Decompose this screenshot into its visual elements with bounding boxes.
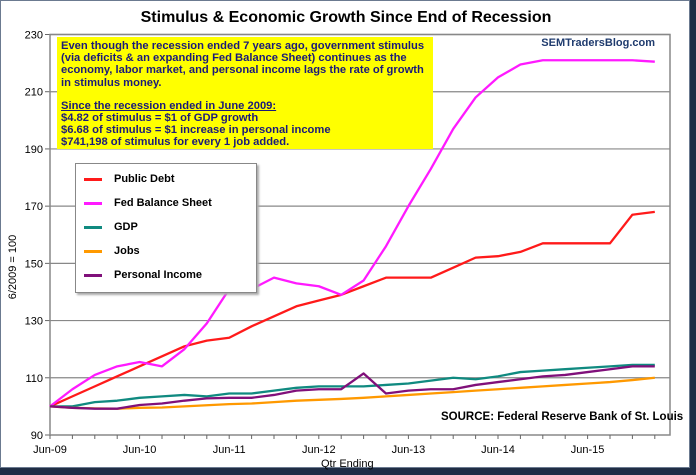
y-tick-label: 90 xyxy=(31,430,43,442)
legend-swatch xyxy=(84,225,102,229)
y-tick-label: 150 xyxy=(25,258,43,270)
legend-label: GDP xyxy=(114,221,138,233)
annotation-heading: Since the recession ended in June 2009: xyxy=(61,99,277,112)
y-tick-label: 170 xyxy=(25,201,43,213)
y-tick-label: 190 xyxy=(25,144,43,156)
legend-label: Public Debt xyxy=(114,173,175,185)
legend-swatch xyxy=(84,201,102,205)
x-tick-label: Jun-11 xyxy=(213,444,246,456)
series-line-jobs xyxy=(49,376,655,410)
legend-item: Fed Balance Sheet xyxy=(84,197,212,209)
legend-item: Personal Income xyxy=(84,269,202,281)
brand-label: SEMTradersBlog.com xyxy=(541,37,655,49)
legend-label: Fed Balance Sheet xyxy=(114,197,212,209)
plot-border xyxy=(49,33,671,436)
legend-label: Jobs xyxy=(114,245,140,257)
y-tick-label: 130 xyxy=(25,316,43,328)
legend-swatch xyxy=(84,249,102,253)
annotation-stat: $741,198 of stimulus for every 1 job add… xyxy=(61,136,290,149)
x-tick-label: Jun-15 xyxy=(571,444,605,456)
chart-title: Stimulus & Economic Growth Since End of … xyxy=(140,9,552,26)
annotation-box: Even though the recession ended 7 years … xyxy=(57,37,433,149)
series-line-public-debt xyxy=(49,210,655,408)
annotation-stat: $6.68 of stimulus = $1 increase in perso… xyxy=(61,124,331,137)
y-tick-label: 210 xyxy=(25,87,43,99)
legend-item: Public Debt xyxy=(84,173,175,185)
series-line-fed-balance-sheet xyxy=(49,59,655,408)
x-tick-label: Jun-14 xyxy=(481,444,515,456)
y-tick-label: 230 xyxy=(25,30,43,42)
x-tick-label: Jun-10 xyxy=(123,444,157,456)
legend-label: Personal Income xyxy=(114,269,203,281)
series-line-personal-income xyxy=(49,365,655,410)
y-tick-label: 110 xyxy=(25,373,43,385)
legend-swatch xyxy=(84,273,102,277)
legend-item: Jobs xyxy=(84,245,140,257)
x-axis-label: Qtr Ending xyxy=(321,458,374,470)
source-label: SOURCE: Federal Reserve Bank of St. Loui… xyxy=(441,411,684,423)
y-axis-label: 6/2009 = 100 xyxy=(7,234,19,300)
annotation-text: Even though the recession ended 7 years … xyxy=(61,40,425,89)
legend-swatch xyxy=(84,177,102,181)
x-tick-label: Jun-12 xyxy=(302,444,336,456)
series-line-gdp xyxy=(50,363,655,408)
legend: Public Debt Fed Balance Sheet GDP Jobs Perso… xyxy=(75,163,257,293)
legend-item: GDP xyxy=(84,221,138,233)
x-tick-label: Jun-13 xyxy=(392,444,426,456)
annotation-stat: $4.82 of stimulus = $1 of GDP growth xyxy=(61,112,259,125)
x-tick-label: Jun-09 xyxy=(33,444,67,456)
